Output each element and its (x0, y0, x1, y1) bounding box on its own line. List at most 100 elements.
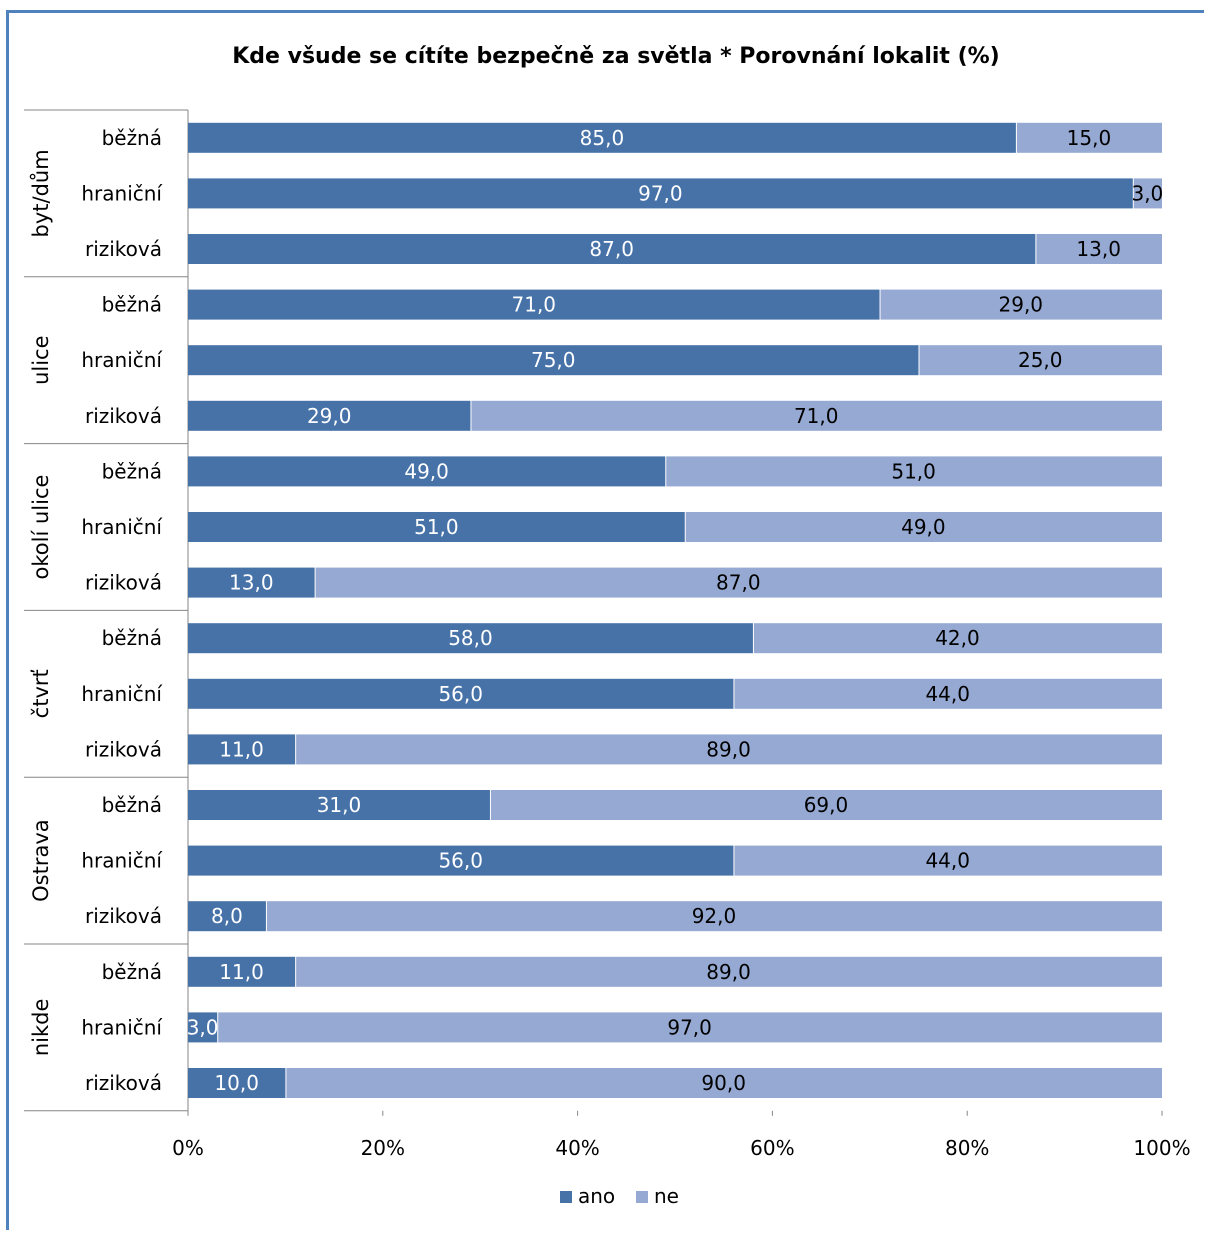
data-label-ne: 29,0 (999, 293, 1044, 317)
data-label-ano: 56,0 (438, 682, 483, 706)
x-tick-label: 0% (172, 1136, 204, 1160)
group-label: okolí ulice (29, 475, 53, 580)
group-label: ulice (29, 335, 53, 384)
bar-ano (188, 623, 753, 654)
bar-ano (188, 234, 1036, 264)
data-label-ano: 49,0 (404, 459, 449, 483)
data-label-ano: 8,0 (211, 904, 243, 928)
data-label-ne: 15,0 (1067, 126, 1112, 150)
bar-ano (188, 956, 296, 987)
category-label: hraniční (81, 849, 163, 873)
data-label-ne: 13,0 (1076, 237, 1121, 261)
category-label: běžná (102, 626, 162, 650)
bar-ano (188, 901, 266, 932)
category-label: hraniční (81, 348, 163, 372)
category-label: hraniční (81, 1015, 163, 1039)
data-label-ano: 11,0 (219, 737, 264, 761)
x-tick-label: 100% (1133, 1136, 1190, 1160)
data-label-ne: 51,0 (891, 459, 936, 483)
data-label-ne: 44,0 (925, 849, 970, 873)
bar-ne (296, 956, 1162, 987)
group-label: čtvrť (29, 669, 53, 718)
data-label-ne: 87,0 (716, 571, 761, 595)
data-label-ne: 90,0 (701, 1071, 746, 1095)
bar-ano (188, 512, 685, 542)
category-label: riziková (85, 1071, 162, 1095)
bar-ano (188, 678, 734, 709)
data-label-ne: 71,0 (794, 404, 839, 428)
group-label: nikde (29, 999, 53, 1057)
x-tick-label: 60% (750, 1136, 794, 1160)
data-label-ano: 75,0 (531, 348, 576, 372)
data-label-ne: 89,0 (706, 737, 751, 761)
x-tick-label: 20% (361, 1136, 405, 1160)
bar-ano (188, 790, 490, 820)
data-label-ne: 69,0 (804, 793, 849, 817)
legend-label: ano (578, 1184, 615, 1208)
bar-ano (188, 456, 666, 487)
bar-ne (919, 345, 1162, 376)
category-label: běžná (102, 126, 162, 150)
bar-ano (188, 567, 315, 598)
legend-swatch (636, 1191, 648, 1203)
group-label: Ostrava (29, 819, 53, 902)
data-label-ne: 49,0 (901, 515, 946, 539)
bar-ne (753, 623, 1162, 654)
category-label: hraniční (81, 682, 163, 706)
data-label-ano: 10,0 (214, 1071, 259, 1095)
category-label: hraniční (81, 515, 163, 539)
bar-ano (188, 1012, 218, 1043)
data-label-ne: 44,0 (925, 682, 970, 706)
bar-ne (734, 845, 1162, 876)
category-label: riziková (85, 904, 162, 928)
data-label-ne: 92,0 (692, 904, 737, 928)
category-label: běžná (102, 459, 162, 483)
bar-ne (880, 289, 1162, 320)
bar-ne (490, 790, 1162, 820)
x-tick-label: 40% (555, 1136, 599, 1160)
data-label-ano: 29,0 (307, 404, 352, 428)
bar-ne (315, 567, 1162, 598)
bar-ne (1036, 234, 1162, 264)
data-label-ne: 89,0 (706, 960, 751, 984)
chart-title: Kde všude se cítíte bezpečně za světla *… (232, 44, 1000, 69)
data-label-ne: 97,0 (667, 1015, 712, 1039)
data-label-ano: 13,0 (229, 571, 274, 595)
bar-ne (685, 512, 1162, 542)
category-label: riziková (85, 571, 162, 595)
plot-area: byt/dům běžná 85,0 15,0 hraniční 97,0 3,0 rizik… (24, 109, 1191, 1160)
bar-ne (734, 678, 1162, 709)
data-label-ano: 56,0 (438, 849, 483, 873)
bar-ano (188, 400, 471, 431)
bar-ano (188, 178, 1133, 209)
bar-ne (1016, 122, 1162, 153)
bar-ne (296, 734, 1162, 765)
bar-ne (218, 1012, 1163, 1043)
data-label-ano: 87,0 (589, 237, 634, 261)
x-tick-label: 80% (945, 1136, 989, 1160)
legend-swatch (560, 1191, 572, 1203)
category-label: riziková (85, 404, 162, 428)
legend-label: ne (654, 1184, 679, 1208)
data-label-ne: 25,0 (1018, 348, 1063, 372)
bar-ano (188, 122, 1016, 153)
bar-ano (188, 734, 296, 765)
bar-ne (471, 400, 1163, 431)
bar-ne (286, 1068, 1162, 1098)
group-label: byt/dům (29, 149, 53, 237)
bar-ano (188, 845, 734, 876)
data-label-ano: 97,0 (638, 181, 683, 205)
bar-ne (1133, 178, 1162, 209)
category-label: běžná (102, 793, 162, 817)
data-label-ne: 3,0 (1131, 181, 1163, 205)
category-label: riziková (85, 237, 162, 261)
bar-ne (266, 901, 1162, 932)
data-label-ano: 3,0 (187, 1015, 219, 1039)
bar-ne (666, 456, 1162, 487)
legend: ano ne (560, 1184, 679, 1208)
category-label: běžná (102, 293, 162, 317)
data-label-ano: 51,0 (414, 515, 459, 539)
data-label-ne: 42,0 (935, 626, 980, 650)
data-label-ano: 85,0 (580, 126, 625, 150)
